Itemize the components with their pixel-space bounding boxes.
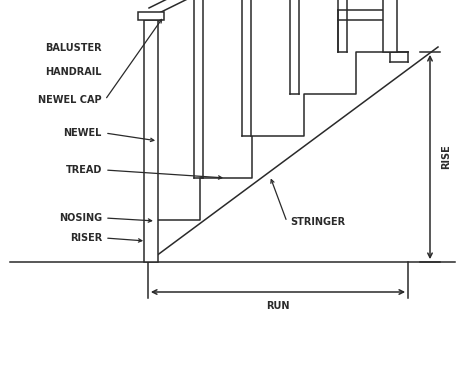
Text: RISE: RISE	[441, 145, 451, 169]
Text: NEWEL CAP: NEWEL CAP	[38, 95, 102, 105]
Bar	[383, 0, 397, 52]
Text: RISER: RISER	[70, 233, 102, 243]
Text: BALUSTER: BALUSTER	[46, 43, 102, 53]
Text: NEWEL: NEWEL	[64, 128, 102, 138]
Text: STRINGER: STRINGER	[290, 217, 345, 227]
Bar	[144, 20, 158, 262]
Text: TREAD: TREAD	[65, 165, 102, 175]
Text: HANDRAIL: HANDRAIL	[46, 67, 102, 77]
Bar	[138, 12, 164, 20]
Text: NOSING: NOSING	[59, 213, 102, 223]
Text: RUN: RUN	[266, 301, 290, 311]
